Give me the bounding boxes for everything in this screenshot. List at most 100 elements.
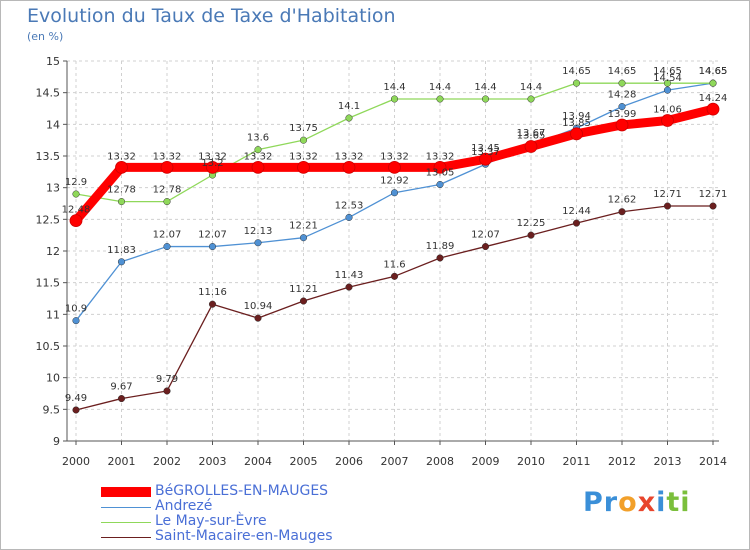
data-label: 14.65: [653, 66, 682, 77]
data-label: 13.67: [517, 128, 546, 139]
data-label: 13.32: [107, 151, 136, 162]
data-point: [390, 272, 399, 280]
data-label: 13.85: [562, 118, 591, 129]
legend-label-saint-macaire: Saint-Macaire-en-Mauges: [155, 528, 333, 544]
data-point: [208, 243, 217, 251]
data-label: 13.05: [426, 168, 455, 179]
data-label: 13.2: [201, 158, 223, 169]
data-label: 14.24: [699, 93, 728, 104]
y-tick-label: 14: [46, 118, 60, 131]
data-label: 10.9: [65, 304, 87, 315]
data-label: 14.54: [653, 73, 682, 84]
data-point: [160, 160, 174, 174]
data-point: [572, 219, 581, 227]
data-point: [527, 231, 535, 239]
data-point: [117, 198, 126, 206]
data-point: [709, 79, 717, 87]
x-tick-label: 2002: [153, 455, 181, 468]
legend-swatch-begrolles: [101, 487, 151, 497]
data-label: 12.07: [198, 230, 227, 241]
x-tick-label: 2008: [426, 455, 454, 468]
y-tick-label: 9.5: [43, 403, 61, 416]
data-label: 14.4: [383, 82, 405, 93]
data-label: 14.65: [562, 66, 591, 77]
data-point: [254, 146, 262, 154]
data-point: [433, 160, 447, 174]
data-label: 12.92: [380, 176, 409, 187]
data-label: 13.45: [471, 143, 500, 154]
data-point: [72, 317, 80, 325]
data-label: 12.78: [153, 185, 182, 196]
data-label: 12.71: [653, 189, 682, 200]
data-label: 13.32: [335, 151, 364, 162]
data-label: 12.9: [65, 177, 87, 188]
data-label: 12.07: [153, 230, 182, 241]
data-point: [72, 406, 80, 414]
data-label: 13.99: [608, 109, 637, 120]
data-label: 12.13: [244, 226, 273, 237]
legend-swatch-andreze: [101, 507, 151, 508]
data-point: [663, 79, 672, 87]
x-tick-label: 2003: [199, 455, 227, 468]
data-label: 11.6: [383, 259, 405, 270]
data-point: [618, 208, 626, 216]
data-label: 12.44: [562, 206, 591, 217]
chart-subtitle: (en %): [27, 30, 64, 43]
logo-letter: o: [618, 487, 638, 518]
data-label: 13.6: [247, 133, 269, 144]
data-point: [342, 160, 356, 174]
data-label: 12.25: [517, 218, 546, 229]
data-point: [615, 118, 629, 132]
data-point: [618, 79, 626, 87]
data-label: 12.62: [608, 195, 637, 206]
data-point: [345, 213, 353, 221]
data-label: 14.4: [474, 82, 496, 93]
legend-label-begrolles: BéGROLLES-EN-MAUGES: [155, 483, 329, 499]
x-tick-label: 2004: [244, 455, 272, 468]
logo-letter: i: [656, 487, 667, 518]
data-point: [390, 189, 399, 197]
data-point: [481, 243, 490, 251]
data-point: [208, 300, 217, 308]
x-tick-label: 2011: [563, 455, 591, 468]
x-tick-label: 2010: [517, 455, 545, 468]
data-point: [115, 160, 128, 174]
logo-letter: x: [637, 487, 657, 518]
data-label: 13.37: [471, 147, 500, 158]
y-tick-label: 11.5: [36, 277, 61, 290]
data-point: [527, 95, 535, 103]
logo-letter: t: [666, 487, 681, 518]
x-tick-label: 2013: [654, 455, 682, 468]
data-label: 13.32: [289, 151, 318, 162]
y-tick-label: 10: [46, 372, 60, 385]
data-point: [163, 387, 171, 395]
data-label: 12.71: [699, 189, 728, 200]
data-point: [436, 95, 444, 103]
data-label: 9.79: [156, 374, 178, 385]
x-tick-label: 2006: [335, 455, 363, 468]
data-point: [663, 202, 672, 210]
y-tick-label: 13.5: [36, 150, 61, 163]
legend-swatch-saint-macaire: [101, 537, 151, 538]
series-lines: [69, 79, 720, 414]
data-point: [69, 214, 83, 228]
legend-swatch-le-may: [101, 522, 151, 523]
data-point: [299, 297, 308, 305]
y-tick-label: 14.5: [36, 87, 61, 100]
y-tick-label: 12: [46, 245, 60, 258]
data-point: [570, 127, 583, 141]
data-point: [661, 114, 674, 127]
proxiti-logo: Proxiti: [583, 487, 691, 518]
data-label: 11.83: [107, 245, 136, 256]
data-label: 12.53: [335, 200, 364, 211]
data-label: 13.75: [289, 123, 318, 134]
data-label: 13.94: [562, 111, 591, 122]
data-label: 9.49: [65, 393, 87, 404]
logo-letter: i: [680, 487, 691, 518]
data-label: 14.28: [608, 90, 637, 101]
data-point: [663, 86, 672, 94]
data-point: [117, 258, 126, 266]
data-label: 11.43: [335, 270, 364, 281]
data-label: 11.16: [198, 287, 227, 298]
y-tick-label: 11: [46, 308, 60, 321]
